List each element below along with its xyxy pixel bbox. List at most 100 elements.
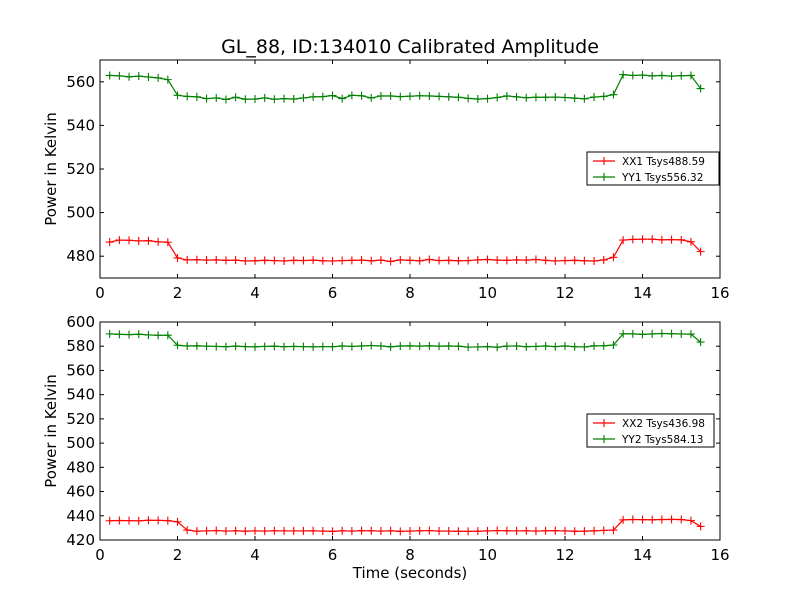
x-tick-label: 8 xyxy=(405,284,415,302)
data-point-marker xyxy=(648,515,657,524)
data-point-marker xyxy=(309,256,318,265)
data-point-marker xyxy=(338,94,347,103)
data-point-marker xyxy=(154,331,163,340)
data-point-marker xyxy=(609,341,618,350)
data-point-marker xyxy=(561,526,569,535)
data-point-marker xyxy=(163,331,172,340)
legend-marker xyxy=(600,419,608,427)
data-point-marker xyxy=(251,256,259,265)
series-line-xx xyxy=(109,238,702,263)
data-point-marker xyxy=(173,253,182,262)
bottom-panel-xx2-yy2: 0 2 4 6 8 10 12 14 16 420 440 460 480 500 520 540 560 580… xyxy=(42,313,730,582)
data-point-marker xyxy=(677,515,686,524)
data-point-marker xyxy=(609,526,618,535)
data-point-marker xyxy=(173,91,182,100)
x-tick-label: 0 xyxy=(95,284,105,302)
data-point-marker xyxy=(454,342,463,351)
y-tick-label: 560 xyxy=(66,361,95,379)
data-point-marker xyxy=(212,255,221,264)
data-point-marker xyxy=(425,341,434,350)
data-point-marker xyxy=(338,526,347,535)
data-point-marker xyxy=(318,92,327,101)
data-point-marker xyxy=(241,342,250,351)
data-point-marker xyxy=(396,341,405,350)
data-point-marker xyxy=(144,73,153,82)
data-point-marker xyxy=(328,527,337,536)
data-point-marker xyxy=(483,255,492,264)
data-point-marker xyxy=(347,91,356,100)
data-point-marker xyxy=(299,93,308,102)
data-point-marker xyxy=(648,329,657,338)
x-tick-label: 2 xyxy=(173,284,183,302)
data-point-marker xyxy=(173,517,182,526)
data-point-marker xyxy=(435,256,444,265)
x-tick-label: 2 xyxy=(173,546,183,564)
data-point-marker xyxy=(289,95,298,104)
data-point-marker xyxy=(299,342,308,351)
data-point-marker xyxy=(570,94,579,103)
data-point-marker xyxy=(493,526,502,535)
data-point-marker xyxy=(338,341,347,350)
data-point-marker xyxy=(415,526,424,535)
data-point-marker xyxy=(541,341,550,350)
data-point-marker xyxy=(154,73,163,82)
data-point-marker xyxy=(212,93,221,102)
x-tick-label: 10 xyxy=(478,546,497,564)
data-point-marker xyxy=(580,342,589,351)
data-point-marker xyxy=(280,94,289,103)
data-point-marker xyxy=(473,342,482,351)
data-point-marker xyxy=(502,91,511,100)
data-point-marker xyxy=(367,93,376,102)
data-point-marker xyxy=(299,526,308,535)
data-point-marker xyxy=(435,527,444,536)
data-point-marker xyxy=(154,516,163,525)
data-point-marker xyxy=(221,527,230,536)
data-point-marker xyxy=(318,527,327,536)
x-tick-label: 4 xyxy=(250,284,260,302)
data-point-marker xyxy=(115,71,124,80)
data-point-marker xyxy=(619,236,628,245)
data-point-marker xyxy=(134,330,143,339)
y-tick-label: 500 xyxy=(66,434,95,452)
data-point-marker xyxy=(251,95,259,104)
y-tick-label: 560 xyxy=(66,73,95,91)
y-tick-label: 540 xyxy=(66,116,95,134)
data-point-marker xyxy=(657,235,666,244)
y-tick-label: 520 xyxy=(66,160,95,178)
data-point-marker xyxy=(599,255,608,264)
data-point-marker xyxy=(570,342,579,351)
data-point-marker xyxy=(347,342,356,351)
data-point-marker xyxy=(464,527,473,536)
data-point-marker xyxy=(493,256,502,265)
data-point-marker xyxy=(657,515,666,524)
data-point-marker xyxy=(483,526,492,535)
data-point-marker xyxy=(609,253,618,262)
data-point-marker xyxy=(125,516,134,525)
data-point-marker xyxy=(425,91,434,100)
data-point-marker xyxy=(309,526,318,535)
data-point-marker xyxy=(551,256,560,265)
data-point-marker xyxy=(328,256,337,265)
data-point-marker xyxy=(609,90,618,99)
data-point-marker xyxy=(270,526,279,535)
data-point-marker xyxy=(406,527,414,536)
data-point-marker xyxy=(115,236,124,245)
data-point-marker xyxy=(367,341,376,350)
y-tick-label: 500 xyxy=(66,204,95,222)
data-point-marker xyxy=(502,526,511,535)
data-point-marker xyxy=(299,256,308,265)
data-point-marker xyxy=(493,343,502,352)
data-point-marker xyxy=(251,342,259,351)
data-point-marker xyxy=(270,95,279,104)
data-point-marker xyxy=(183,255,192,264)
data-point-marker xyxy=(686,516,695,525)
data-point-marker xyxy=(464,256,473,265)
data-point-marker xyxy=(202,94,211,103)
data-point-marker xyxy=(648,71,657,80)
data-point-marker xyxy=(231,526,240,535)
data-point-marker xyxy=(599,92,608,101)
x-tick-label: 6 xyxy=(328,546,338,564)
data-point-marker xyxy=(686,71,695,80)
x-tick-label: 14 xyxy=(633,284,652,302)
